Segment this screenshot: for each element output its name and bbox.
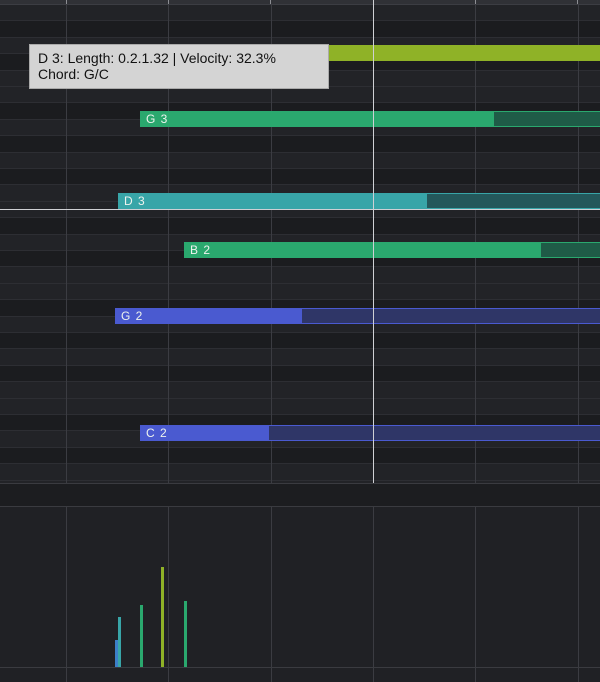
- bar-gridline: [578, 0, 579, 483]
- note-region-b2[interactable]: B 2: [184, 242, 600, 258]
- pitch-lane: [0, 135, 600, 152]
- pitch-lane: [0, 463, 600, 480]
- lane-separator: [0, 364, 600, 366]
- velocity-fill: [185, 243, 541, 257]
- pitch-lane: [0, 217, 600, 234]
- pitch-lane: [0, 168, 600, 185]
- pitch-lane: [0, 479, 600, 483]
- note-label: B 2: [190, 243, 212, 257]
- piano-roll-grid[interactable]: G 3 D 3 B 2 G 2 C 2 D 3: Length: 0.2.1.3…: [0, 0, 600, 483]
- velocity-baseline: [0, 667, 600, 668]
- bar-gridline: [475, 507, 476, 682]
- pitch-lane: [0, 397, 600, 414]
- pitch-lane: [0, 4, 600, 21]
- velocity-bar-g3[interactable]: [140, 605, 143, 667]
- note-label: C 2: [146, 426, 168, 440]
- lane-separator: [0, 348, 600, 350]
- note-label: G 2: [121, 309, 144, 323]
- note-region-g2[interactable]: G 2: [115, 308, 600, 324]
- velocity-fill: [141, 112, 494, 126]
- bar-gridline: [578, 507, 579, 682]
- bar-gridline: [373, 507, 374, 682]
- lane-separator: [0, 151, 600, 153]
- pitch-lane: [0, 364, 600, 382]
- lane-separator: [0, 217, 600, 219]
- velocity-bar-g2[interactable]: [118, 617, 121, 667]
- lane-separator: [0, 381, 600, 383]
- velocity-fill: [141, 426, 269, 440]
- pitch-lane: [0, 446, 600, 464]
- lane-separator: [0, 233, 600, 235]
- lane-divider[interactable]: [0, 483, 600, 507]
- lane-separator: [0, 20, 600, 22]
- playhead[interactable]: [373, 0, 374, 483]
- bar-gridline: [168, 0, 169, 483]
- bar-gridline: [66, 0, 67, 483]
- lane-separator: [0, 102, 600, 104]
- lane-separator: [0, 282, 600, 284]
- bar-gridline: [168, 507, 169, 682]
- velocity-bar-b2[interactable]: [184, 601, 187, 667]
- lane-separator: [0, 397, 600, 399]
- tooltip-note-info: D 3: Length: 0.2.1.32 | Velocity: 32.3%: [38, 50, 276, 66]
- note-region-d3[interactable]: D 3: [118, 193, 600, 209]
- pitch-lane: [0, 86, 600, 103]
- pitch-lane: [0, 381, 600, 398]
- ruler-tick: [168, 0, 169, 4]
- lane-separator: [0, 332, 600, 333]
- note-region[interactable]: [305, 45, 600, 61]
- note-label: D 3: [124, 194, 146, 208]
- lane-separator: [0, 266, 600, 268]
- note-region-c2[interactable]: C 2: [140, 425, 600, 441]
- lane-separator: [0, 135, 600, 137]
- pitch-lane: [0, 282, 600, 300]
- lane-separator: [0, 463, 600, 465]
- lane-separator: [0, 36, 600, 38]
- bar-gridline: [66, 507, 67, 682]
- bar-gridline: [271, 507, 272, 682]
- lane-separator: [0, 299, 600, 301]
- timeline-ruler[interactable]: [0, 0, 600, 5]
- velocity-bar-d3[interactable]: [161, 567, 164, 667]
- pitch-lane: [0, 20, 600, 37]
- note-info-tooltip: D 3: Length: 0.2.1.32 | Velocity: 32.3% …: [29, 44, 329, 89]
- ruler-tick: [577, 0, 578, 4]
- ruler-tick: [270, 0, 271, 4]
- velocity-fill: [119, 194, 427, 208]
- lane-separator: [0, 168, 600, 169]
- ruler-tick: [475, 0, 476, 4]
- velocity-fill: [116, 309, 302, 323]
- pitch-lane: [0, 332, 600, 349]
- bar-gridline: [475, 0, 476, 483]
- velocity-bar-c2[interactable]: [115, 640, 118, 667]
- lane-separator: [0, 479, 600, 481]
- note-region-g3[interactable]: G 3: [140, 111, 600, 127]
- bar-gridline: [271, 0, 272, 483]
- tooltip-chord: Chord: G/C: [38, 66, 109, 82]
- lane-separator: [0, 184, 600, 186]
- velocity-lane[interactable]: [0, 507, 600, 682]
- pitch-lane: [0, 266, 600, 283]
- pitch-lane: [0, 348, 600, 365]
- lane-separator: [0, 414, 600, 415]
- note-label: G 3: [146, 112, 169, 126]
- lane-separator: [0, 446, 600, 448]
- pointer-crosshair-horizontal: [0, 209, 600, 210]
- ruler-tick: [66, 0, 67, 4]
- pitch-lane: [0, 151, 600, 168]
